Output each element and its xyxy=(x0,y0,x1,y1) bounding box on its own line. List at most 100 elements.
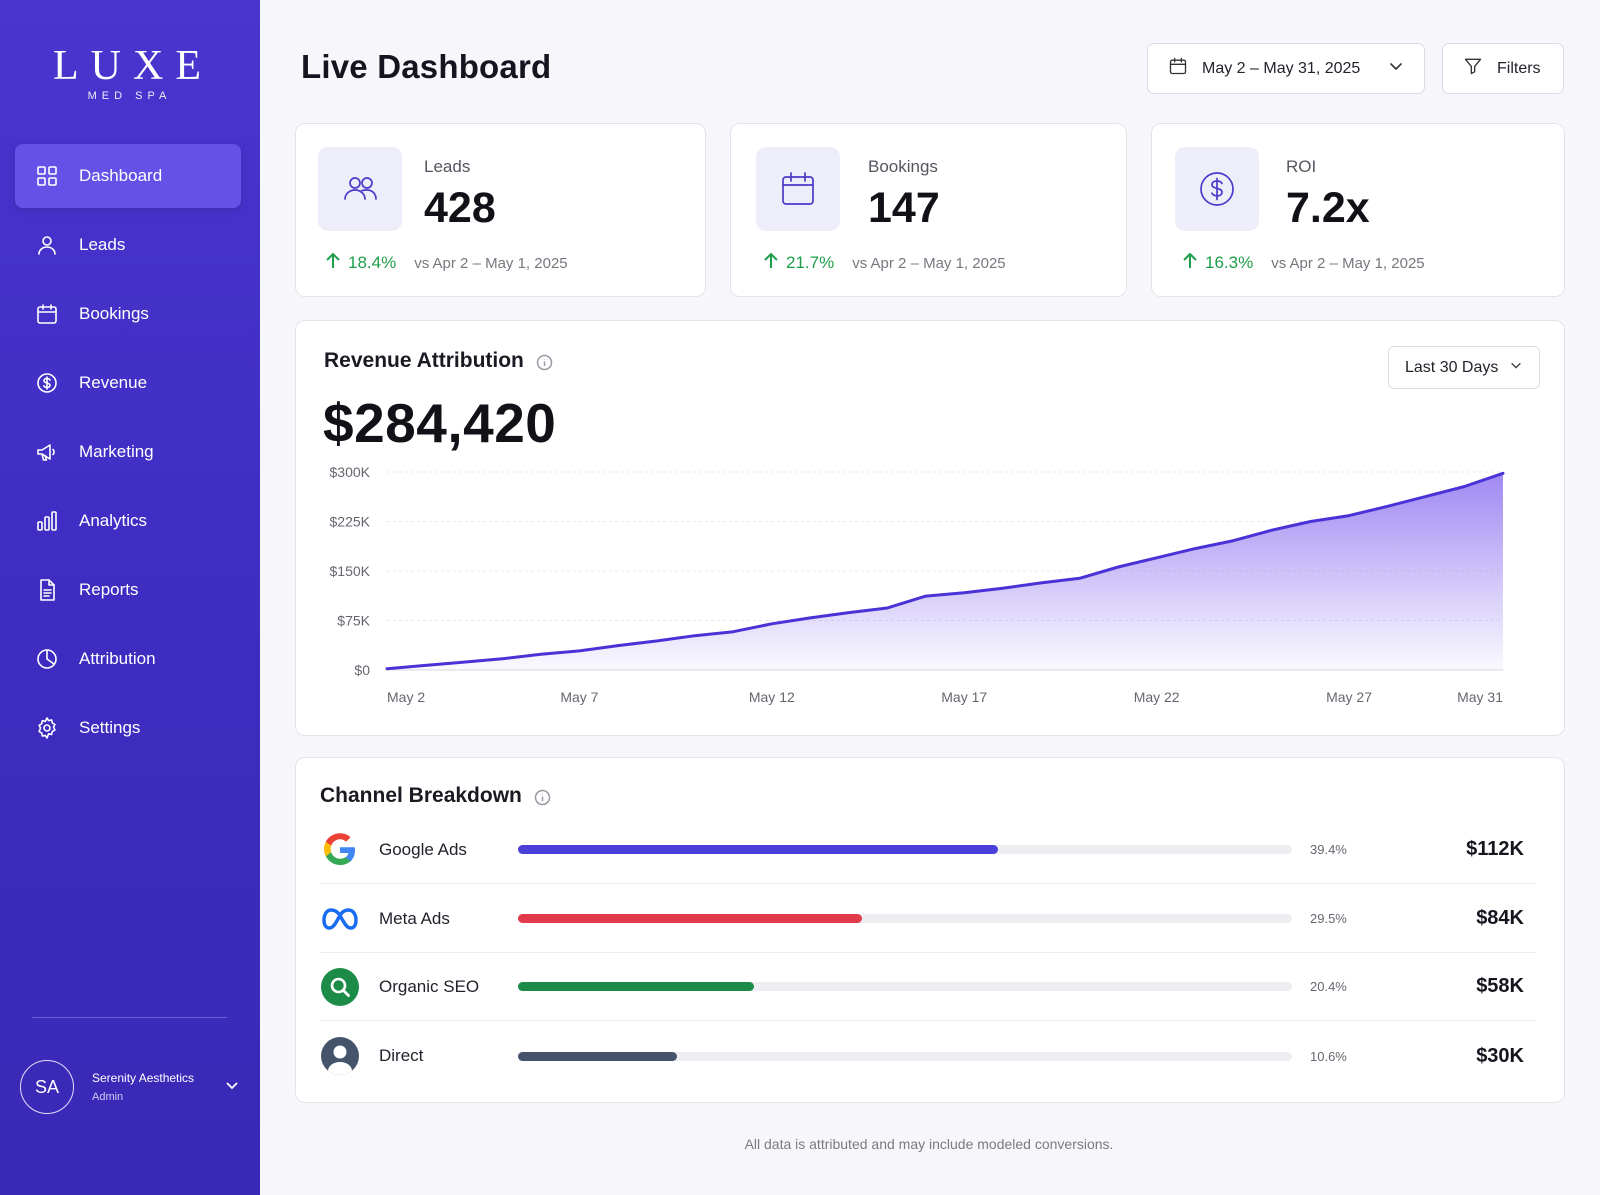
x-tick-label: May 7 xyxy=(560,689,598,705)
filters-button[interactable]: Filters xyxy=(1442,43,1564,94)
account-role: Admin xyxy=(92,1091,124,1103)
channel-row-organic-seo[interactable]: Organic SEO 20.4% $58K xyxy=(320,953,1536,1021)
arrow-up-icon xyxy=(324,252,348,274)
channel-row-direct[interactable]: Direct 10.6% $30K xyxy=(320,1022,1536,1090)
sidebar-item-label: Analytics xyxy=(79,511,148,530)
stat-card-roi: ROI 7.2x 16.3% vs Apr 2 – May 1, 2025 xyxy=(1151,123,1565,297)
sidebar-item-revenue[interactable]: Revenue xyxy=(15,351,241,415)
date-range-label: May 2 – May 31, 2025 xyxy=(1202,59,1361,77)
channel-row-meta-ads[interactable]: Meta Ads 29.5% $84K xyxy=(320,885,1536,953)
gear-icon xyxy=(35,716,59,740)
card-title: Revenue Attribution xyxy=(324,349,524,372)
sidebar-nav: Dashboard Leads Bookings Revenue Marketi… xyxy=(15,144,241,765)
meta-logo-icon xyxy=(320,899,360,939)
stat-compare: vs Apr 2 – May 1, 2025 xyxy=(1271,254,1425,272)
sidebar-item-leads[interactable]: Leads xyxy=(15,213,241,277)
sidebar-item-dashboard[interactable]: Dashboard xyxy=(15,144,241,208)
stat-label: Leads xyxy=(424,157,471,176)
channel-bar-track xyxy=(518,982,1292,991)
stat-value: 147 xyxy=(868,184,940,232)
channel-breakdown-card: Channel Breakdown Google Ads 39.4% $112K… xyxy=(295,757,1565,1103)
channel-bar-fill xyxy=(518,914,863,923)
footnote: All data is attributed and may include m… xyxy=(744,1136,1114,1152)
stat-change: 21.7% xyxy=(786,253,835,272)
y-tick-label: $0 xyxy=(354,662,370,678)
account-name: Serenity Aesthetics xyxy=(92,1071,195,1085)
sidebar-item-label: Revenue xyxy=(79,373,148,392)
y-tick-label: $300K xyxy=(330,464,371,480)
stat-value: 428 xyxy=(424,184,496,232)
channel-row-google-ads[interactable]: Google Ads 39.4% $112K xyxy=(320,816,1536,884)
channel-percent: 29.5% xyxy=(1310,911,1347,926)
sidebar-item-analytics[interactable]: Analytics xyxy=(15,489,241,553)
date-range-picker[interactable]: May 2 – May 31, 2025 xyxy=(1147,43,1425,94)
channel-percent: 39.4% xyxy=(1310,842,1347,857)
channel-bar-track xyxy=(518,845,1292,854)
user-icon xyxy=(35,233,59,257)
revenue-total: $284,420 xyxy=(323,392,557,454)
sidebar-item-marketing[interactable]: Marketing xyxy=(15,420,241,484)
stat-compare: vs Apr 2 – May 1, 2025 xyxy=(414,254,568,272)
sidebar-item-label: Reports xyxy=(79,580,139,599)
document-icon xyxy=(35,578,59,602)
page-title: Live Dashboard xyxy=(301,48,552,85)
dollar-circle-icon xyxy=(35,371,59,395)
account-switcher[interactable]: SA Serenity Aesthetics Admin xyxy=(20,1060,240,1114)
y-tick-label: $225K xyxy=(330,514,371,530)
calendar-icon xyxy=(35,302,59,326)
range-select[interactable]: Last 30 Days xyxy=(1388,346,1540,389)
dollar-circle-icon xyxy=(1175,147,1259,231)
x-tick-label: May 17 xyxy=(941,689,987,705)
x-tick-label: May 22 xyxy=(1134,689,1180,705)
filters-label: Filters xyxy=(1497,59,1541,77)
x-tick-label: May 2 xyxy=(387,689,425,705)
sidebar-item-reports[interactable]: Reports xyxy=(15,558,241,622)
channel-bar-fill xyxy=(518,982,755,991)
arrow-up-icon xyxy=(762,252,786,274)
channel-bar-fill xyxy=(518,845,998,854)
chevron-down-icon xyxy=(1509,358,1523,377)
channel-bar-track xyxy=(518,914,1292,923)
channel-name: Meta Ads xyxy=(379,908,450,928)
channel-amount: $112K xyxy=(1466,838,1524,860)
sidebar-item-bookings[interactable]: Bookings xyxy=(15,282,241,346)
brand-logo[interactable]: LUXE MED SPA xyxy=(0,44,254,102)
channel-amount: $30K xyxy=(1476,1044,1524,1067)
pie-chart-icon xyxy=(35,647,59,671)
sidebar-item-attribution[interactable]: Attribution xyxy=(15,627,241,691)
bar-chart-icon xyxy=(35,509,59,533)
sidebar-item-label: Settings xyxy=(79,718,141,737)
y-tick-label: $150K xyxy=(330,563,371,579)
stat-card-bookings: Bookings 147 21.7% vs Apr 2 – May 1, 202… xyxy=(730,123,1127,297)
revenue-attribution-card: $0 $75K $150K $225K $300K May 2 May 7 May 12 May… xyxy=(295,320,1565,736)
calendar-icon xyxy=(1168,56,1188,81)
range-label: Last 30 Days xyxy=(1405,358,1499,376)
sidebar-divider xyxy=(32,1017,227,1018)
info-icon[interactable] xyxy=(536,353,553,370)
x-tick-label: May 31 xyxy=(1457,689,1503,705)
revenue-line xyxy=(385,471,1505,671)
channel-bar-track xyxy=(518,1051,1292,1061)
channel-name: Organic SEO xyxy=(379,976,480,996)
y-tick-label: $75K xyxy=(337,613,370,629)
stat-label: Bookings xyxy=(868,157,938,176)
sidebar: LUXE MED SPA Dashboard Leads Bookings Re… xyxy=(0,0,260,1195)
revenue-area xyxy=(387,473,1503,670)
sidebar-item-settings[interactable]: Settings xyxy=(15,696,241,760)
avatar: SA xyxy=(20,1060,74,1114)
channel-name: Google Ads xyxy=(379,839,467,859)
revenue-chart: $0 $75K $150K $225K $300K May 2 May 7 May 12 May… xyxy=(330,464,1505,705)
x-tick-label: May 12 xyxy=(749,689,795,705)
megaphone-icon xyxy=(35,440,59,464)
info-icon[interactable] xyxy=(534,788,551,805)
brand-tagline: MED SPA xyxy=(87,90,172,102)
stat-change: 18.4% xyxy=(348,253,397,272)
stat-card-leads: Leads 428 18.4% vs Apr 2 – May 1, 2025 xyxy=(295,123,706,297)
person-icon xyxy=(320,1036,360,1076)
users-icon xyxy=(318,147,402,231)
card-title: Channel Breakdown xyxy=(320,784,522,807)
search-icon xyxy=(320,967,360,1007)
sidebar-item-label: Bookings xyxy=(79,304,149,323)
x-tick-label: May 27 xyxy=(1326,689,1372,705)
sidebar-item-label: Dashboard xyxy=(79,166,163,185)
